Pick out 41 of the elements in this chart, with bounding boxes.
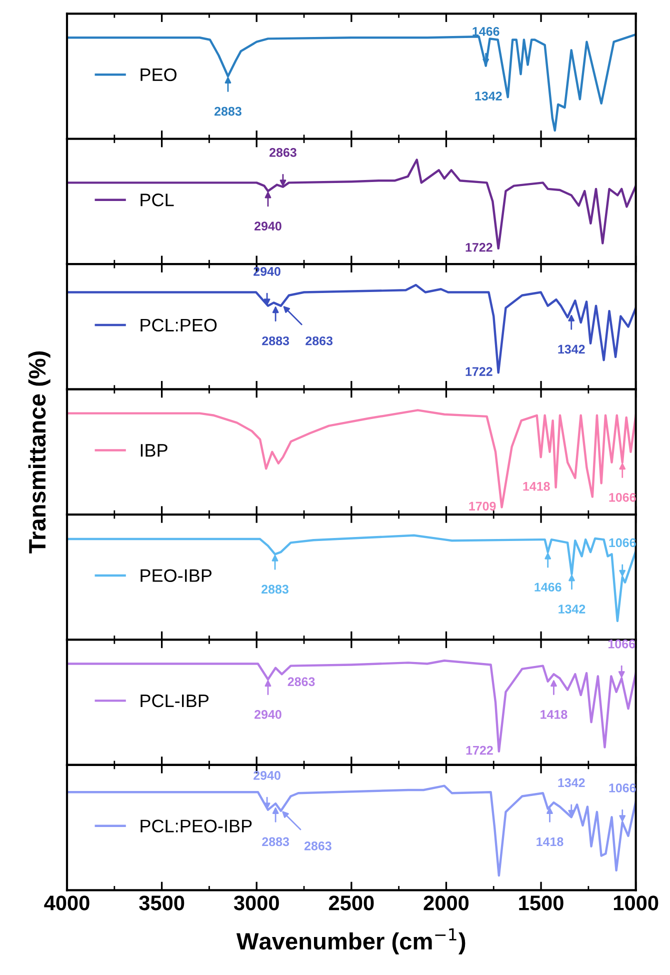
annotation: 2940 [254,710,282,719]
annotation: 1466 [472,26,500,36]
annotation: 2863 [306,336,333,346]
annotation: 2883 [262,837,290,846]
legend-label: PCL:PEO [140,318,217,332]
annotation: 1722 [466,367,492,376]
annotation: 2883 [214,106,242,116]
annotation: 1342 [558,344,585,354]
annotation: 2863 [269,148,296,157]
annotation: 1418 [536,837,564,846]
annotation: 1709 [469,502,496,511]
x-tick-label: 4000 [44,896,90,910]
x-axis-title: Wavenumber (cm$^{−1}$) [236,928,466,954]
x-tick-label: 3000 [234,896,279,910]
annotation: 2940 [254,770,280,780]
annotation: 1722 [466,746,493,755]
legend-label: IBP [140,444,168,457]
x-tick-label: 1000 [614,896,658,910]
annotation: 1342 [558,604,586,614]
annotation: 1418 [540,710,568,719]
legend-label: PEO [140,68,176,82]
legend-label: PCL [140,194,174,206]
x-tick-label: 3500 [139,896,184,910]
x-tick-label: 1500 [519,896,564,910]
annotation: 1418 [523,482,550,491]
x-tick-label: 2500 [328,896,374,910]
annotation: 1342 [558,778,585,788]
annotation: 2940 [254,266,280,276]
annotation: 1342 [475,92,502,100]
annotation: 2863 [288,677,315,686]
legend-label: PCL:PEO-IBP [140,820,252,832]
x-tick-label: 2000 [424,896,469,910]
legend-label: PCL-IBP [140,694,209,708]
annotation: 1466 [534,582,562,592]
annotation: 2940 [254,222,282,231]
annotation: 2883 [262,584,288,594]
y-axis-title: Transmittance (%) [28,351,50,554]
annotation: 1722 [466,242,492,252]
legend-label: PEO-IBP [140,569,212,582]
annotation: 2883 [262,336,290,346]
annotation: 2863 [304,841,332,850]
